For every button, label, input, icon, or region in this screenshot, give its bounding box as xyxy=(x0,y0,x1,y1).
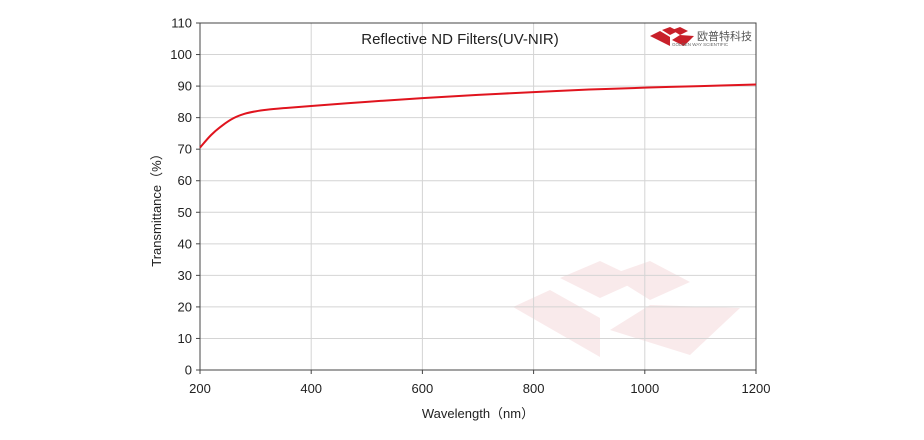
y-tick-label: 60 xyxy=(178,173,192,188)
y-axis-title: Transmittance（%） xyxy=(149,147,164,266)
y-tick-label: 110 xyxy=(171,16,192,31)
brand-name-en: GOLDEN WAY SCIENTIFIC xyxy=(672,42,729,47)
y-tick-label: 70 xyxy=(178,142,192,157)
x-axis-title: Wavelength（nm） xyxy=(422,406,534,421)
brand-name-cn: 欧普特科技 xyxy=(697,29,752,43)
plot-frame xyxy=(199,22,757,371)
grid-lines xyxy=(200,23,756,370)
y-tick-label: 100 xyxy=(170,47,192,62)
x-tick-label: 200 xyxy=(189,381,211,396)
x-tick-label: 800 xyxy=(523,381,545,396)
chart-title: Reflective ND Filters(UV-NIR) xyxy=(361,31,559,48)
y-tick-label: 80 xyxy=(178,110,192,125)
brand-logo-mark xyxy=(650,27,694,46)
y-tick-label: 20 xyxy=(178,299,192,314)
y-tick-label: 40 xyxy=(178,236,192,251)
y-tick-label: 0 xyxy=(185,363,192,378)
x-tick-label: 1000 xyxy=(630,381,659,396)
transmittance-line xyxy=(199,83,757,149)
y-axis: 0 10 20 30 40 50 60 70 80 90 100 110 xyxy=(170,16,200,378)
y-tick-label: 90 xyxy=(178,79,192,94)
brand-logo: 欧普特科技 GOLDEN WAY SCIENTIFIC xyxy=(650,27,752,47)
y-tick-label: 30 xyxy=(178,268,192,283)
y-tick-label: 10 xyxy=(178,331,192,346)
x-tick-label: 400 xyxy=(300,381,322,396)
x-axis: 200 400 600 800 1000 1200 xyxy=(189,370,770,396)
x-tick-label: 600 xyxy=(412,381,434,396)
y-tick-label: 50 xyxy=(178,205,192,220)
x-tick-label: 1200 xyxy=(742,381,771,396)
series-layer xyxy=(199,83,757,149)
